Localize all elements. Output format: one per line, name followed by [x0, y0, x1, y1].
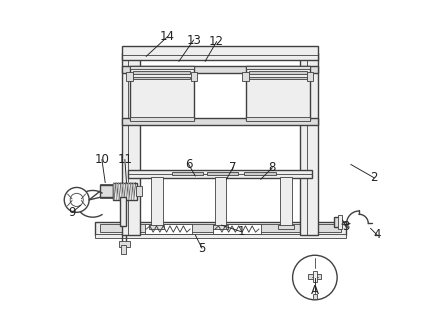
Bar [113, 183, 136, 200]
Bar [120, 197, 126, 226]
Bar [136, 187, 142, 196]
Bar [249, 77, 307, 79]
Bar [280, 177, 292, 226]
Bar [149, 225, 164, 229]
Text: 4: 4 [373, 228, 381, 241]
Bar [100, 185, 113, 197]
Bar [100, 184, 113, 198]
Circle shape [292, 255, 337, 300]
Bar [130, 117, 194, 121]
Circle shape [64, 188, 89, 212]
Bar [95, 234, 346, 238]
Bar [133, 77, 190, 79]
Bar [334, 217, 341, 227]
Bar [278, 225, 294, 229]
Bar [100, 224, 341, 232]
Text: 12: 12 [209, 35, 224, 48]
Text: 1: 1 [237, 225, 245, 238]
Text: 5: 5 [198, 241, 206, 255]
Bar [214, 224, 261, 234]
Bar [300, 53, 318, 235]
Bar [151, 177, 163, 226]
Bar [307, 72, 313, 81]
Bar [308, 274, 322, 279]
Bar [313, 271, 317, 282]
Bar [126, 72, 133, 81]
Bar [172, 172, 203, 175]
Bar [133, 71, 190, 74]
Text: 10: 10 [94, 153, 109, 166]
Bar [246, 65, 310, 69]
Bar [144, 224, 192, 234]
Bar [245, 172, 276, 175]
Bar [242, 72, 249, 81]
Bar [121, 118, 318, 125]
Bar [246, 66, 310, 120]
Text: 3: 3 [342, 220, 350, 233]
Bar [121, 65, 318, 73]
Text: 9: 9 [69, 206, 76, 218]
Bar [338, 215, 342, 229]
Text: 6: 6 [185, 158, 193, 171]
Bar [215, 177, 226, 226]
Bar [130, 65, 194, 69]
Bar [121, 46, 318, 60]
Bar [130, 66, 194, 120]
Bar [190, 72, 197, 81]
Text: A: A [311, 284, 319, 297]
Bar [95, 222, 346, 235]
Text: 11: 11 [117, 153, 132, 166]
Text: 13: 13 [186, 34, 201, 46]
Bar [246, 117, 310, 121]
Bar [207, 172, 238, 175]
Bar [313, 294, 317, 299]
Bar [249, 71, 307, 74]
Bar [121, 53, 140, 235]
Text: 2: 2 [370, 171, 377, 184]
Bar [213, 225, 229, 229]
Bar [128, 170, 311, 178]
Bar [119, 241, 130, 247]
Text: 7: 7 [229, 161, 237, 174]
Text: 14: 14 [160, 30, 175, 43]
Text: 8: 8 [268, 161, 276, 174]
Bar [121, 245, 126, 254]
